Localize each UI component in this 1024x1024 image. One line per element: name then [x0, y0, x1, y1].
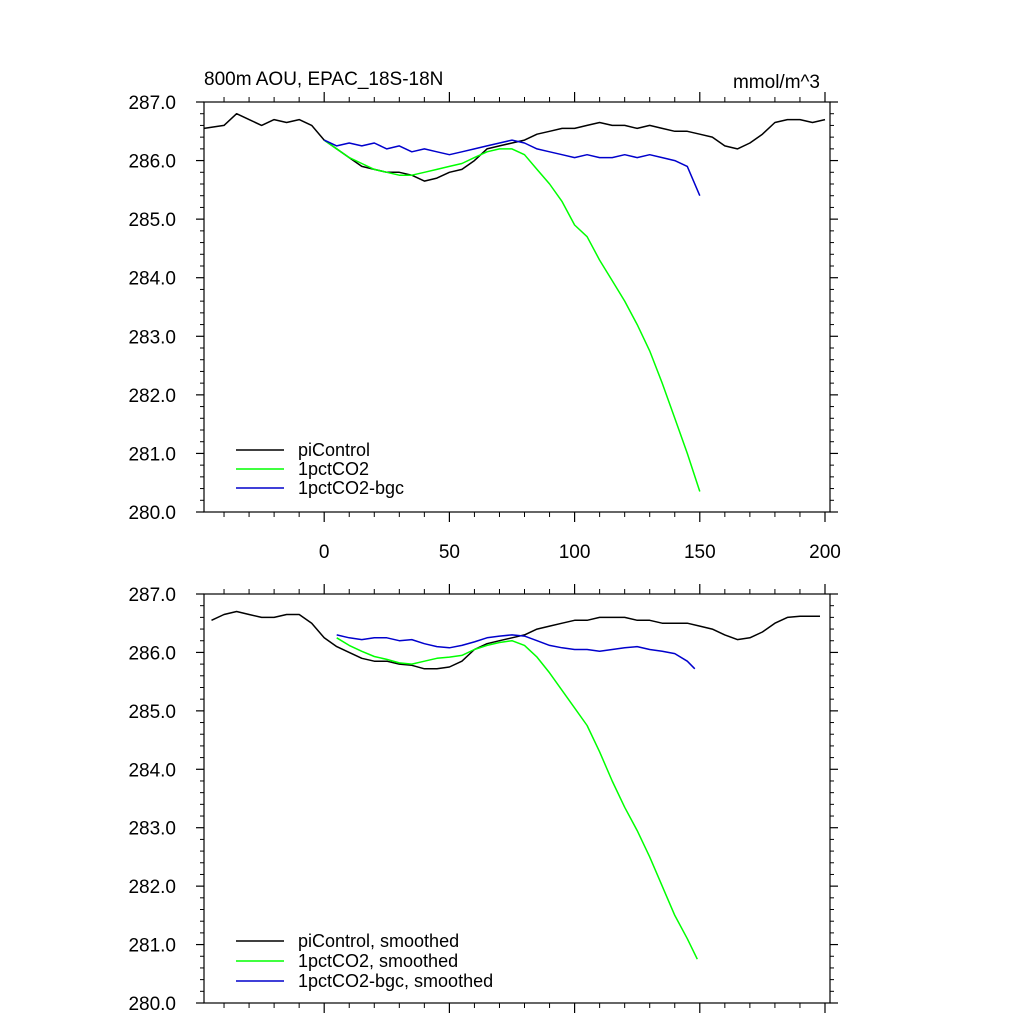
x-tick-label: 50	[439, 542, 460, 563]
series-line-1pctco2	[323, 139, 701, 492]
y-tick-label: 281.0	[128, 936, 176, 957]
y-tick-label: 284.0	[128, 269, 176, 290]
y-tick-label: 284.0	[128, 760, 176, 781]
y-tick-label: 282.0	[128, 386, 176, 407]
series-line-1pctco2-smoothed	[336, 637, 698, 960]
top-series	[203, 112, 826, 492]
x-tick-label: 0	[319, 542, 330, 563]
y-tick-label: 287.0	[128, 93, 176, 114]
x-tick-label: 100	[559, 542, 591, 563]
top-panel: 800m AOU, EPAC_18S-18N mmol/m^3 0 50 100 15…	[128, 69, 840, 563]
y-tick-label: 280.0	[128, 503, 176, 524]
bottom-panel: 280.0 281.0 282.0 283.0 284.0 285.0 286.0 287.0…	[128, 584, 838, 1015]
legend-label: piControl, smoothed	[298, 931, 459, 951]
bottom-axis-ticks	[196, 584, 838, 1013]
series-line-picontrol-smoothed	[211, 610, 820, 670]
top-tick-labels: 0 50 100 150 200 280.0 281.0 282.0 283.0 284.0 285…	[128, 93, 840, 563]
y-tick-label: 287.0	[128, 585, 176, 606]
y-tick-label: 281.0	[128, 444, 176, 465]
legend-label: 1pctCO2-bgc, smoothed	[298, 971, 493, 991]
legend-label: piControl	[298, 440, 370, 460]
y-tick-label: 285.0	[128, 210, 176, 231]
series-line-1pctco2-bgc	[323, 139, 701, 196]
bottom-series	[211, 610, 820, 960]
y-tick-label: 283.0	[128, 327, 176, 348]
y-tick-label: 280.0	[128, 994, 176, 1015]
y-tick-label: 283.0	[128, 819, 176, 840]
top-plot-frame	[203, 101, 831, 513]
units-label: mmol/m^3	[733, 72, 820, 93]
legend-label: 1pctCO2-bgc	[298, 478, 404, 498]
bottom-tick-labels: 280.0 281.0 282.0 283.0 284.0 285.0 286.0 287.0	[128, 585, 176, 1015]
y-tick-label: 286.0	[128, 643, 176, 664]
series-line-1pctco2-bgc-smoothed	[336, 634, 696, 670]
y-tick-label: 285.0	[128, 702, 176, 723]
legend-label: 1pctCO2, smoothed	[298, 951, 458, 971]
bottom-plot-frame	[203, 593, 831, 1004]
y-tick-label: 286.0	[128, 152, 176, 173]
x-tick-label: 150	[684, 542, 716, 563]
top-axis-ticks	[196, 92, 838, 522]
series-line-picontrol	[203, 112, 826, 182]
x-tick-label: 200	[809, 542, 841, 563]
legend-label: 1pctCO2	[298, 459, 369, 479]
chart-title: 800m AOU, EPAC_18S-18N	[204, 69, 443, 90]
y-tick-label: 282.0	[128, 877, 176, 898]
